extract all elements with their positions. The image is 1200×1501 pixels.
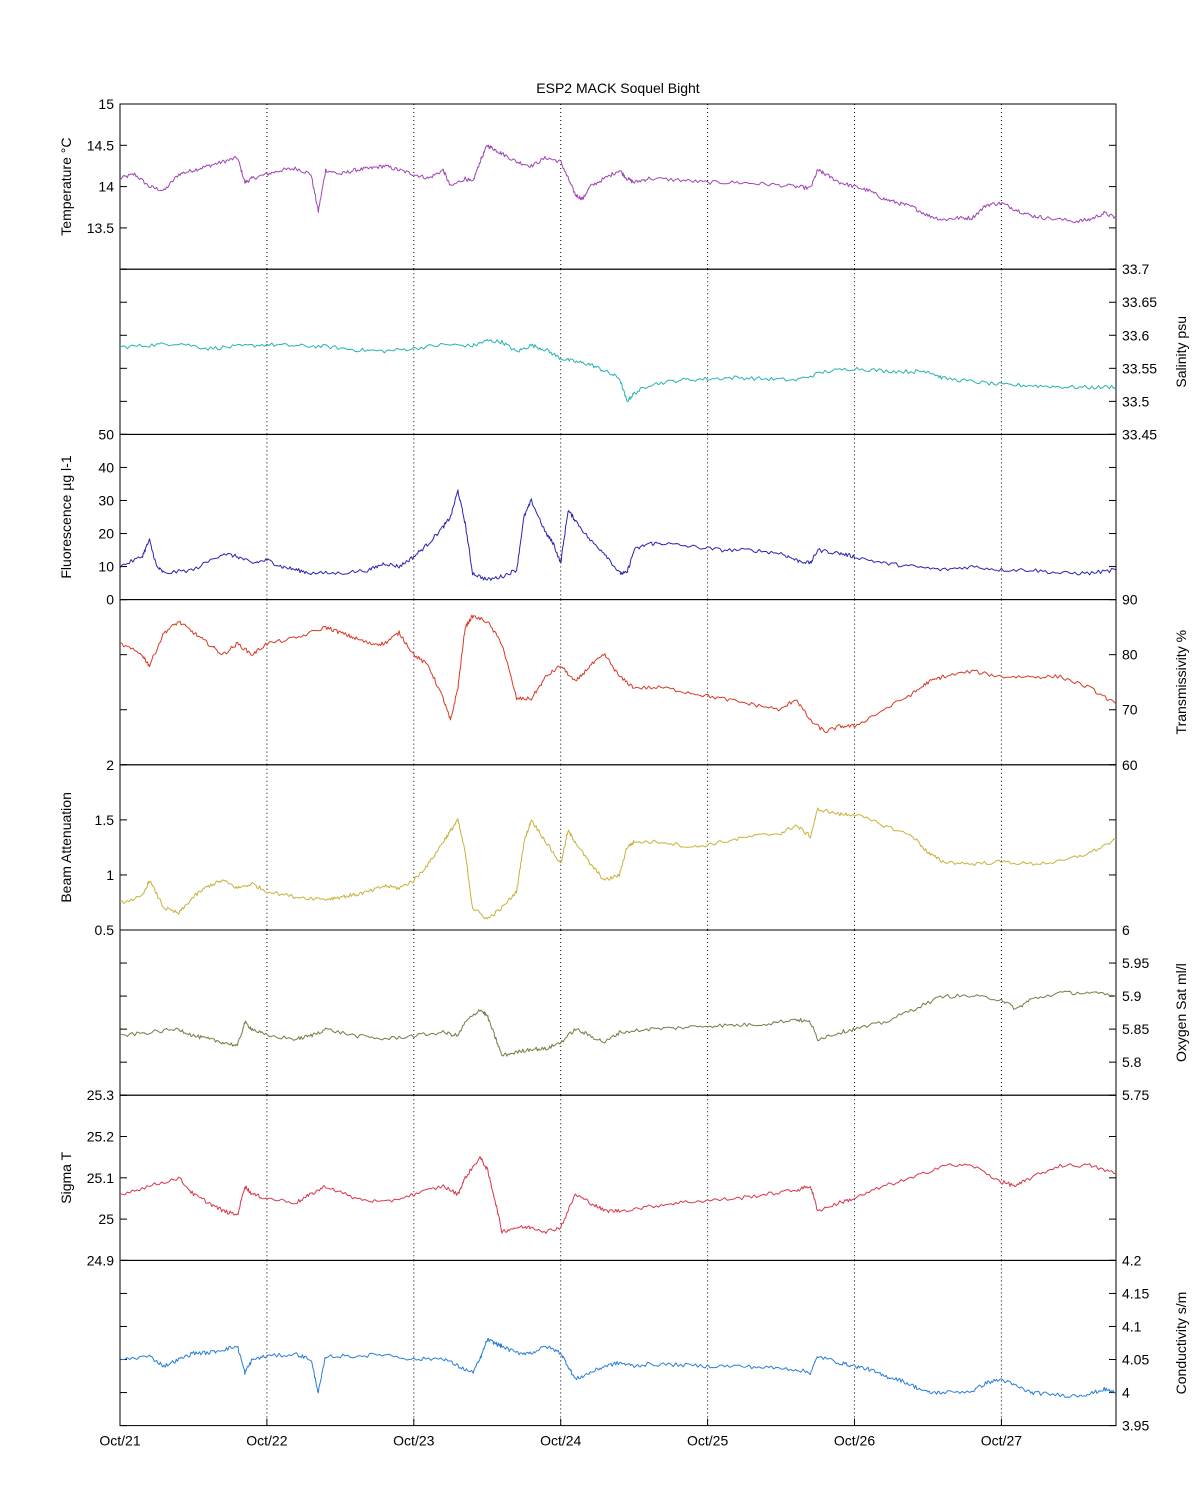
- panel-transmissivity: 60 70 80 90 Transmissivity %: [119, 592, 1189, 773]
- panel-salinity: 33.45 33.5 33.55 33.6 33.65 33.7 Salinity psu: [119, 261, 1189, 442]
- x-tick-label: Oct/22: [246, 1433, 287, 1449]
- y-tick-label: 33.5: [1122, 393, 1149, 409]
- panel-frame: [119, 433, 1117, 601]
- x-tick-label: Oct/27: [981, 1433, 1022, 1449]
- axis-label-oxygen_sat: Oxygen Sat ml/l: [1173, 963, 1189, 1062]
- y-tick-label: 33.55: [1122, 360, 1157, 376]
- series-line-sigma_t: [119, 1156, 1117, 1234]
- panel-oxygen_sat: 5.75 5.8 5.85 5.9 5.95 6 Oxygen Sat ml/l: [119, 922, 1189, 1103]
- y-tick-label: 40: [98, 459, 114, 475]
- y-tick-label: 5.95: [1122, 955, 1149, 971]
- panel-frame: [119, 268, 1117, 435]
- y-tick-label: 1.5: [95, 812, 115, 828]
- y-tick-label: 50: [98, 426, 114, 442]
- y-tick-label: 33.65: [1122, 294, 1157, 310]
- y-tick-label: 1: [106, 867, 114, 883]
- y-tick-label: 33.6: [1122, 327, 1149, 343]
- x-axis: Oct/21 Oct/22 Oct/23 Oct/24 Oct/25 Oct/26 Oct/…: [99, 1418, 1022, 1449]
- y-tick-label: 5.85: [1122, 1021, 1149, 1037]
- y-tick-label: 10: [98, 559, 114, 575]
- x-tick-label: Oct/24: [540, 1433, 581, 1449]
- series-line-salinity: [119, 338, 1117, 403]
- x-tick-label: Oct/25: [687, 1433, 728, 1449]
- series-line-temperature: [119, 144, 1117, 224]
- y-tick-label: 80: [1122, 647, 1138, 663]
- series-line-transmissivity: [119, 614, 1117, 733]
- series-line-beam_attenuation: [119, 807, 1117, 920]
- y-tick-label: 20: [98, 526, 114, 542]
- panel-frame: [119, 103, 1117, 270]
- axis-label-transmissivity: Transmissivity %: [1173, 630, 1189, 735]
- series-line-conductivity: [119, 1337, 1117, 1398]
- y-tick-label: 60: [1122, 757, 1138, 773]
- panel-sigma_t: 24.9 25 25.1 25.2 25.3 Sigma T: [58, 1087, 1117, 1268]
- axis-label-fluorescence: Fluorescence µg l-1: [58, 455, 74, 578]
- y-tick-label: 2: [106, 757, 114, 773]
- x-tick-label: Oct/21: [99, 1433, 140, 1449]
- y-tick-label: 4.1: [1122, 1318, 1142, 1334]
- y-tick-label: 6: [1122, 922, 1130, 938]
- y-tick-label: 25.3: [87, 1087, 114, 1103]
- y-tick-label: 4: [1122, 1385, 1130, 1401]
- panel-frame: [119, 599, 1117, 766]
- y-tick-label: 70: [1122, 702, 1138, 718]
- x-tick-label: Oct/26: [834, 1433, 875, 1449]
- panel-frame: [119, 1259, 1117, 1427]
- y-tick-label: 14.5: [87, 137, 114, 153]
- axis-label-conductivity: Conductivity s/m: [1173, 1292, 1189, 1395]
- axis-label-salinity: Salinity psu: [1173, 316, 1189, 388]
- y-tick-label: 25: [98, 1211, 114, 1227]
- chart-title: ESP2 MACK Soquel Bight: [536, 80, 700, 96]
- axis-label-sigma_t: Sigma T: [58, 1151, 74, 1203]
- y-tick-label: 14: [98, 179, 114, 195]
- axis-label-beam_attenuation: Beam Attenuation: [58, 792, 74, 903]
- panel-frame: [119, 764, 1117, 931]
- y-tick-label: 33.7: [1122, 261, 1149, 277]
- y-tick-label: 4.05: [1122, 1352, 1149, 1368]
- y-tick-label: 30: [98, 492, 114, 508]
- panel-beam_attenuation: 0.5 1 1.5 2 Beam Attenuation: [58, 757, 1117, 938]
- y-tick-label: 25.1: [87, 1170, 114, 1186]
- y-tick-label: 13.5: [87, 220, 114, 236]
- y-tick-label: 33.45: [1122, 426, 1157, 442]
- series-line-fluorescence: [119, 489, 1117, 581]
- y-tick-label: 25.2: [87, 1129, 114, 1145]
- y-tick-label: 4.2: [1122, 1252, 1142, 1268]
- panel-conductivity: 3.95 4 4.05 4.1 4.15 4.2 Conductivity s/m: [119, 1252, 1189, 1434]
- y-tick-label: 0.5: [95, 922, 115, 938]
- panel-fluorescence: 0 10 20 30 40 50 Fluorescence µg l-1: [58, 426, 1117, 608]
- y-tick-label: 24.9: [87, 1252, 114, 1268]
- axis-label-temperature: Temperature °C: [58, 137, 74, 235]
- y-tick-label: 0: [106, 592, 114, 608]
- y-tick-label: 4.15: [1122, 1285, 1149, 1301]
- y-tick-label: 5.75: [1122, 1087, 1149, 1103]
- y-tick-label: 5.9: [1122, 988, 1142, 1004]
- y-tick-label: 3.95: [1122, 1418, 1149, 1434]
- panel-frame: [119, 1094, 1117, 1261]
- panel-temperature: 13.5 14 14.5 15 Temperature °C: [58, 96, 1117, 270]
- y-tick-label: 15: [98, 96, 114, 112]
- panel-frame: [119, 929, 1117, 1096]
- x-tick-label: Oct/23: [393, 1433, 434, 1449]
- y-tick-label: 90: [1122, 592, 1138, 608]
- series-line-oxygen_sat: [119, 990, 1117, 1057]
- y-tick-label: 5.8: [1122, 1054, 1142, 1070]
